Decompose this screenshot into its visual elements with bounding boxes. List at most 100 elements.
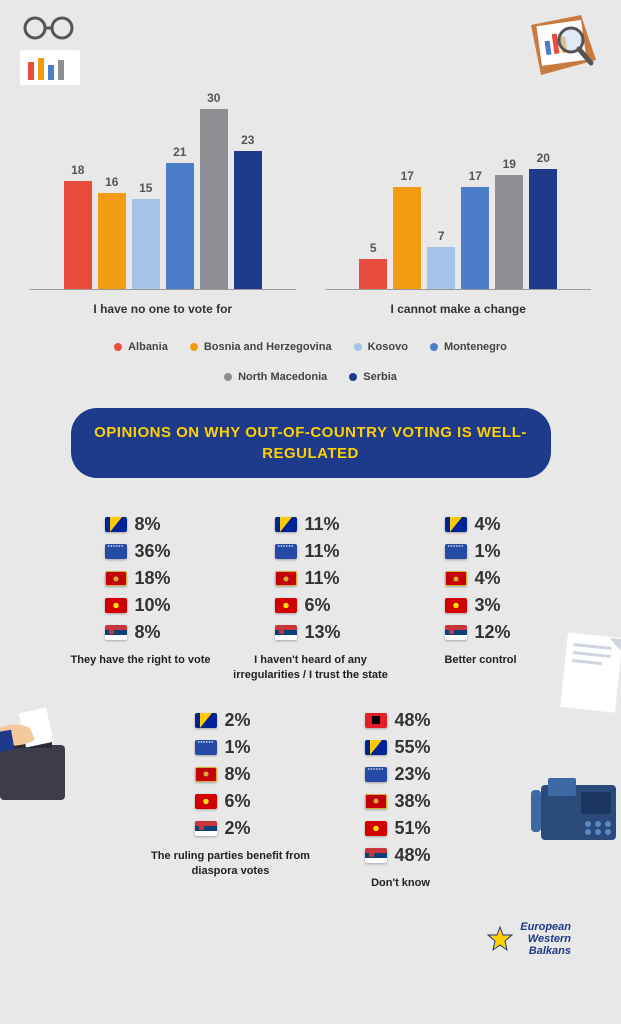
flag-icon [275, 544, 297, 559]
bar: 7 [427, 229, 455, 289]
bar: 5 [359, 241, 387, 289]
bar-rect [393, 187, 421, 289]
deco-folder [521, 5, 616, 90]
flag-icon [365, 767, 387, 782]
flag-icon [105, 544, 127, 559]
opinion-item: 11% [231, 541, 391, 562]
opinion-item: 10% [71, 595, 211, 616]
flag-icon [105, 571, 127, 586]
opinion-item: 1% [411, 541, 551, 562]
flag-icon [365, 713, 387, 728]
bar: 17 [461, 169, 489, 289]
logo-text: European Western Balkans [520, 921, 571, 957]
bar-value-label: 16 [105, 175, 118, 189]
flag-icon [105, 598, 127, 613]
percentage-value: 4% [475, 514, 517, 535]
opinion-row: 2% 1% 8% 6% 2% The ruling parties benefit fro… [30, 704, 591, 891]
bar-rect [359, 259, 387, 289]
percentage-value: 8% [225, 764, 267, 785]
opinion-item: 8% [71, 622, 211, 643]
opinion-item: 3% [411, 595, 551, 616]
bar-rect [529, 169, 557, 289]
deco-ballot-hand [0, 690, 90, 810]
opinion-item: 13% [231, 622, 391, 643]
star-icon [486, 925, 514, 953]
opinion-item: 55% [331, 737, 471, 758]
opinion-item: 48% [331, 710, 471, 731]
opinion-item: 4% [411, 514, 551, 535]
opinion-item: 18% [71, 568, 211, 589]
legend-dot [349, 373, 357, 381]
country-legend: AlbaniaBosnia and HerzegovinaKosovoMonte… [70, 341, 551, 383]
ewb-logo: European Western Balkans [486, 921, 571, 957]
bar-rect [166, 163, 194, 289]
bar: 15 [132, 181, 160, 289]
opinion-item: 36% [71, 541, 211, 562]
opinion-label: The ruling parties benefit from diaspora… [151, 849, 311, 880]
opinion-block: 11%11%11%6%13%I haven't heard of any irr… [231, 508, 391, 684]
flag-icon [195, 713, 217, 728]
legend-item: Albania [114, 341, 168, 353]
legend-dot [430, 343, 438, 351]
percentage-value: 55% [395, 737, 437, 758]
flag-icon [365, 848, 387, 863]
opinion-block: 2% 1% 8% 6% 2% The ruling parties benefit fro… [151, 704, 311, 891]
opinion-item: 11% [231, 514, 391, 535]
bar-chart: 181615213023I have no one to vote for [30, 90, 296, 316]
percentage-value: 4% [475, 568, 517, 589]
percentage-value: 2% [225, 710, 267, 731]
legend-dot [114, 343, 122, 351]
legend-item: North Macedonia [224, 371, 327, 383]
percentage-value: 23% [395, 764, 437, 785]
bar-charts-row: 181615213023I have no one to vote for517… [30, 90, 591, 316]
legend-dot [354, 343, 362, 351]
bar-rect [132, 199, 160, 289]
bar-value-label: 23 [241, 133, 254, 147]
flag-icon [275, 598, 297, 613]
opinion-item: 38% [331, 791, 471, 812]
flag-icon [445, 544, 467, 559]
percentage-value: 2% [225, 818, 267, 839]
flag-icon [445, 571, 467, 586]
percentage-value: 6% [305, 595, 347, 616]
bar-value-label: 19 [503, 157, 516, 171]
percentage-value: 48% [395, 710, 437, 731]
opinion-groups: 8% 36% 18% 10% 8% They have the right to vote… [30, 508, 591, 891]
opinion-label: Don't know [331, 876, 471, 891]
percentage-value: 3% [475, 595, 517, 616]
opinion-item: 48% [331, 845, 471, 866]
bar-chart: 5177171920I cannot make a change [326, 90, 592, 316]
chart-label: I cannot make a change [326, 302, 592, 316]
flag-icon [195, 740, 217, 755]
legend-label: Albania [128, 341, 168, 353]
bar-rect [98, 193, 126, 289]
flag-icon [365, 794, 387, 809]
footer: European Western Balkans [30, 911, 591, 968]
bar-value-label: 20 [537, 151, 550, 165]
bars-container: 181615213023 [30, 90, 296, 290]
bar: 23 [234, 133, 262, 289]
percentage-value: 6% [225, 791, 267, 812]
bar-rect [200, 109, 228, 289]
legend-label: Kosovo [368, 341, 408, 353]
percentage-value: 38% [395, 791, 437, 812]
bar-value-label: 17 [401, 169, 414, 183]
opinion-item: 1% [151, 737, 311, 758]
opinion-item: 12% [411, 622, 551, 643]
opinion-label: They have the right to vote [71, 653, 211, 668]
legend-item: Montenegro [430, 341, 507, 353]
bar-value-label: 18 [71, 163, 84, 177]
bar: 20 [529, 151, 557, 289]
legend-label: Serbia [363, 371, 397, 383]
bar: 21 [166, 145, 194, 289]
bar-value-label: 5 [370, 241, 377, 255]
flag-icon [445, 625, 467, 640]
bar: 19 [495, 157, 523, 289]
bar-value-label: 15 [139, 181, 152, 195]
flag-icon [445, 517, 467, 532]
percentage-value: 1% [475, 541, 517, 562]
flag-icon [365, 740, 387, 755]
opinion-item: 6% [151, 791, 311, 812]
flag-icon [275, 517, 297, 532]
opinion-item: 23% [331, 764, 471, 785]
